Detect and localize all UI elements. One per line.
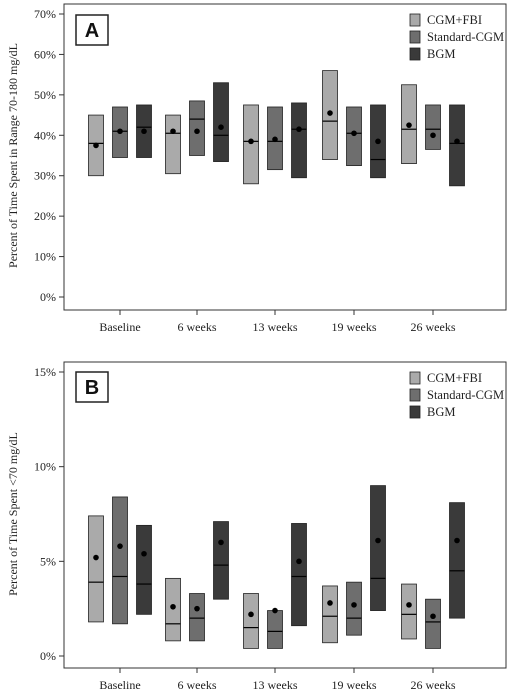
mean-point xyxy=(117,543,123,549)
y-tick-label: 20% xyxy=(34,209,56,223)
mean-point xyxy=(375,537,381,544)
legend-swatch xyxy=(409,388,421,402)
box-cgm-fbi xyxy=(165,114,181,175)
box-standard-cgm xyxy=(425,104,441,150)
y-axis-label: Percent of Time Spent in Range 70-180 mg… xyxy=(6,43,20,268)
plot-frame xyxy=(63,3,507,311)
plot-frame xyxy=(63,361,507,669)
box-cgm-fbi xyxy=(401,583,417,640)
y-tick-label: 15% xyxy=(34,365,56,379)
x-tick-label: 19 weeks xyxy=(332,678,377,692)
mean-point xyxy=(327,110,333,116)
legend-label: Standard-CGM xyxy=(427,30,504,44)
box-bgm xyxy=(291,102,307,179)
box-cgm-fbi xyxy=(88,515,104,623)
x-tick-label: Baseline xyxy=(99,320,140,334)
box-bgm xyxy=(449,104,465,187)
legend-swatch xyxy=(409,47,421,61)
legend-swatch xyxy=(409,371,421,385)
box-bgm xyxy=(449,502,465,619)
mean-point xyxy=(218,539,224,546)
box-bgm xyxy=(213,82,229,162)
x-tick-label: 26 weeks xyxy=(411,678,456,692)
y-tick-label: 0% xyxy=(40,649,56,663)
legend-swatch xyxy=(409,30,421,44)
box-cgm-fbi xyxy=(165,577,181,642)
mean-point xyxy=(454,138,460,145)
y-tick-label: 50% xyxy=(34,88,56,102)
mean-point xyxy=(406,602,412,608)
panel-b: B 0% 5% 10% 15% Percent of Time Spent <70 mg/… xyxy=(6,361,507,692)
mean-point xyxy=(170,128,176,135)
x-tick-label: 13 weeks xyxy=(253,678,298,692)
box-standard-cgm xyxy=(189,100,205,156)
legend-label: CGM+FBI xyxy=(427,371,482,385)
box-bgm xyxy=(370,485,386,611)
y-tick-label: 5% xyxy=(40,554,56,568)
panel-letter: B xyxy=(85,377,99,399)
box-standard-cgm xyxy=(189,593,205,642)
box-standard-cgm xyxy=(346,581,362,636)
y-tick-label: 10% xyxy=(34,460,56,474)
mean-point xyxy=(141,550,147,557)
box-standard-cgm xyxy=(425,598,441,649)
y-tick-label: 0% xyxy=(40,290,56,304)
x-tick-label: 26 weeks xyxy=(411,320,456,334)
panel-letter-box xyxy=(75,14,109,46)
mean-point xyxy=(248,138,254,145)
mean-point xyxy=(117,128,123,135)
x-tick-label: 19 weeks xyxy=(332,320,377,334)
mean-point xyxy=(296,126,302,133)
mean-point xyxy=(375,138,381,145)
box-standard-cgm xyxy=(112,496,128,625)
mean-point xyxy=(248,611,254,618)
x-tick-label: 6 weeks xyxy=(178,320,217,334)
y-tick-label: 30% xyxy=(34,169,56,183)
box-cgm-fbi xyxy=(322,585,338,644)
x-tick-label: Baseline xyxy=(99,678,140,692)
mean-point xyxy=(93,554,99,561)
y-tick-label: 10% xyxy=(34,250,56,264)
mean-point xyxy=(141,128,147,135)
legend-swatch xyxy=(409,405,421,419)
legend-swatch xyxy=(409,13,421,27)
box-cgm-fbi xyxy=(243,104,259,185)
mean-point xyxy=(351,602,357,608)
panel-a: A 0% 10% 20% 30% 40% 50% 60% 70% Percent of Time … xyxy=(6,3,507,334)
mean-point xyxy=(218,124,224,130)
legend-label: CGM+FBI xyxy=(427,13,482,27)
box-bgm xyxy=(291,523,307,627)
box-standard-cgm xyxy=(267,610,283,649)
legend-label: BGM xyxy=(427,47,455,61)
box-standard-cgm xyxy=(346,106,362,167)
y-tick-label: 40% xyxy=(34,128,56,142)
box-cgm-fbi xyxy=(243,593,259,649)
mean-point xyxy=(194,128,200,135)
x-tick-label: 6 weeks xyxy=(178,678,217,692)
mean-point xyxy=(454,537,460,544)
mean-point xyxy=(93,142,99,149)
y-tick-label: 60% xyxy=(34,47,56,61)
panel-letter: A xyxy=(85,20,99,42)
box-bgm xyxy=(213,521,229,600)
mean-point xyxy=(430,132,436,139)
panel-letter-box xyxy=(75,371,109,403)
y-tick-label: 70% xyxy=(34,7,56,21)
mean-point xyxy=(194,605,200,612)
mean-point xyxy=(272,136,278,143)
mean-point xyxy=(296,558,302,565)
y-axis-label: Percent of Time Spent <70 mg/dL xyxy=(6,432,20,596)
mean-point xyxy=(351,130,357,137)
x-tick-label: 13 weeks xyxy=(253,320,298,334)
box-bgm xyxy=(136,524,152,615)
legend-label: BGM xyxy=(427,405,455,419)
mean-point xyxy=(406,122,412,128)
mean-point xyxy=(327,600,333,606)
mean-point xyxy=(272,607,278,614)
mean-point xyxy=(430,613,436,620)
mean-point xyxy=(170,603,176,610)
legend-label: Standard-CGM xyxy=(427,388,504,402)
